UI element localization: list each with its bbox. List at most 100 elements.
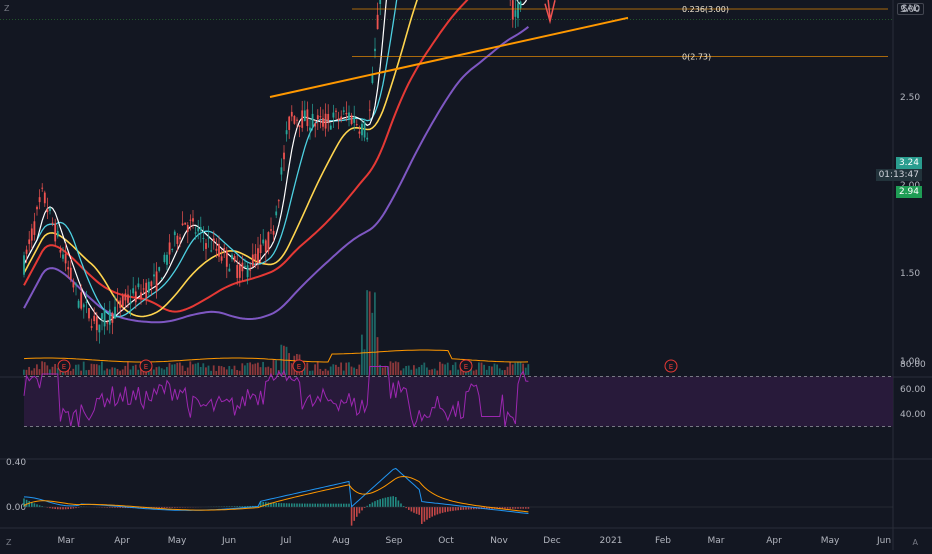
- macd-histogram-bar: [338, 504, 340, 507]
- candle-body: [125, 293, 127, 300]
- macd-histogram-bar: [392, 496, 394, 507]
- volume-bar: [179, 362, 181, 375]
- time-axis-label: Apr: [766, 536, 782, 546]
- macd-histogram-bar: [283, 503, 285, 507]
- candle-body: [166, 255, 168, 265]
- volume-bar: [31, 371, 33, 375]
- volume-bar: [249, 362, 251, 375]
- volume-bar: [91, 364, 93, 375]
- candle-body: [223, 248, 225, 250]
- volume-bar: [481, 363, 483, 375]
- macd-histogram-bar: [426, 507, 428, 520]
- candle-body: [62, 255, 64, 259]
- auto-scale-toggle[interactable]: A: [913, 538, 918, 547]
- volume-bar: [260, 367, 262, 375]
- candle-body: [195, 232, 197, 233]
- macd-histogram-bar: [346, 504, 348, 507]
- candle-body: [520, 1, 522, 8]
- volume-bar: [371, 313, 373, 375]
- volume-bar: [231, 369, 233, 375]
- candle-body: [244, 266, 246, 267]
- price-tick-label: 2.50: [900, 93, 920, 103]
- candle-body: [205, 243, 207, 249]
- volume-bar: [218, 366, 220, 375]
- volume-bar: [176, 363, 178, 375]
- volume-bar: [137, 370, 139, 375]
- volume-bar: [200, 367, 202, 375]
- macd-histogram-bar: [325, 504, 327, 507]
- candle-body: [260, 245, 262, 253]
- volume-ma-line: [24, 350, 528, 362]
- volume-bar: [332, 364, 334, 375]
- macd-histogram-bar: [377, 500, 379, 507]
- volume-bar: [488, 366, 490, 375]
- volume-bar: [54, 364, 56, 375]
- volume-bar: [403, 368, 405, 375]
- volume-bar: [166, 367, 168, 375]
- volume-bar: [340, 363, 342, 375]
- volume-bar: [182, 366, 184, 375]
- volume-bar: [83, 362, 85, 375]
- volume-bar: [78, 364, 80, 375]
- volume-bar: [517, 362, 519, 375]
- volume-bar: [335, 365, 337, 375]
- macd-histogram-bar: [34, 503, 36, 507]
- volume-bar: [353, 368, 355, 375]
- volume-bar: [254, 364, 256, 375]
- candle-body: [364, 122, 366, 138]
- macd-tick-label: 0.40: [6, 458, 26, 468]
- volume-bar: [80, 371, 82, 375]
- volume-bar: [366, 290, 368, 375]
- candle-body: [54, 223, 56, 241]
- candle-body: [268, 232, 270, 251]
- candle-body: [36, 207, 38, 209]
- volume-bar: [158, 367, 160, 375]
- volume-bar: [187, 368, 189, 375]
- volume-bar: [382, 367, 384, 375]
- macd-histogram-bar: [468, 507, 470, 509]
- candle-body: [327, 114, 329, 121]
- volume-bar: [88, 370, 90, 375]
- candle-body: [517, 3, 519, 18]
- macd-histogram-bar: [327, 504, 329, 507]
- volume-bar: [439, 362, 441, 375]
- candle-body: [231, 255, 233, 259]
- candle-body: [171, 249, 173, 250]
- volume-bar: [361, 335, 363, 375]
- macd-histogram-bar: [275, 503, 277, 507]
- candle-body: [187, 225, 189, 232]
- time-axis-label: Sep: [386, 536, 403, 546]
- time-axis-label: Oct: [438, 536, 454, 546]
- volume-bar: [314, 364, 316, 375]
- macd-histogram-bar: [374, 501, 376, 507]
- volume-bar: [161, 368, 163, 375]
- volume-bar: [244, 365, 246, 375]
- volume-bar: [195, 364, 197, 375]
- fib-level-label: 0.236(3.00): [682, 5, 729, 14]
- earnings-marker-label: E: [144, 363, 148, 371]
- candle-body: [247, 265, 249, 277]
- currency-label[interactable]: CAD: [897, 3, 924, 15]
- volume-bar: [213, 365, 215, 375]
- volume-bar: [109, 369, 111, 375]
- time-axis-label: Mar: [708, 536, 725, 546]
- candle-body: [369, 110, 371, 111]
- volume-bar: [96, 364, 98, 375]
- volume-bar: [127, 361, 129, 375]
- candle-body: [322, 118, 324, 127]
- candle-body: [234, 256, 236, 261]
- macd-histogram-bar: [28, 501, 30, 507]
- prev-close-badge: 2.94: [896, 186, 922, 198]
- macd-histogram-bar: [333, 504, 335, 507]
- volume-bar: [306, 362, 308, 375]
- macd-histogram-bar: [408, 507, 410, 510]
- candle-body: [216, 249, 218, 251]
- volume-bar: [205, 367, 207, 375]
- macd-histogram-bar: [457, 507, 459, 510]
- candle-body: [275, 211, 277, 215]
- candle-body: [112, 313, 114, 323]
- candle-body: [366, 138, 368, 140]
- candle-body: [164, 255, 166, 262]
- volume-bar: [93, 364, 95, 375]
